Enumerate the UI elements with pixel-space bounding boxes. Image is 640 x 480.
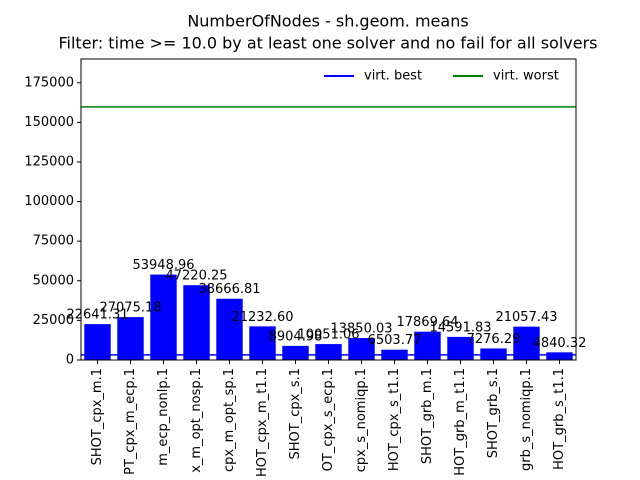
value-label: 13850.03 xyxy=(330,322,392,337)
y-tick-label: 50000 xyxy=(33,273,74,288)
y-tick-label: 175000 xyxy=(24,75,74,90)
bar xyxy=(315,344,342,360)
bar xyxy=(84,324,111,360)
legend-label: virt. worst xyxy=(493,69,559,84)
x-tick-label: SHOT_cpx_m.1 xyxy=(90,368,105,465)
legend-label: virt. best xyxy=(364,69,422,84)
chart-title: NumberOfNodes - sh.geom. means xyxy=(187,12,468,31)
value-label: 47220.25 xyxy=(165,269,227,284)
x-tick-label: grb_s_nomiqp.1 xyxy=(519,368,534,471)
value-label: 6503.77 xyxy=(368,333,422,348)
value-label: 10051.06 xyxy=(297,328,359,343)
value-label: 8904.98 xyxy=(269,329,323,344)
x-tick-label: HOT_grb_m_t1.1 xyxy=(453,368,468,476)
x-tick-label: PT_cpx_m_ecp.1 xyxy=(123,368,138,475)
chart-subtitle: Filter: time >= 10.0 by at least one sol… xyxy=(58,34,597,53)
y-tick-label: 125000 xyxy=(24,154,74,169)
y-tick-label: 150000 xyxy=(24,115,74,130)
value-label: 14591.83 xyxy=(429,320,491,335)
x-tick-label: SHOT_cpx_s.1 xyxy=(288,368,303,459)
bar xyxy=(282,345,309,360)
x-tick-label: HOT_cpx_m_t1.1 xyxy=(255,368,270,477)
bar xyxy=(216,298,243,360)
value-label: 17869.64 xyxy=(396,315,458,330)
y-tick-label: 100000 xyxy=(24,194,74,209)
value-label: 53948.96 xyxy=(132,258,194,273)
value-label: 38666.81 xyxy=(198,282,260,297)
x-tick-label: OT_cpx_s_ecp.1 xyxy=(321,368,336,471)
value-label: 22641.31 xyxy=(66,308,128,323)
x-tick-label: SHOT_grb_m.1 xyxy=(420,368,435,464)
x-tick-label: HOT_cpx_s_t1.1 xyxy=(387,368,402,471)
x-tick-label: x_m_opt_nosp.1 xyxy=(189,368,204,473)
bar xyxy=(117,317,144,360)
x-tick-label: cpx_m_opt_sp.1 xyxy=(222,368,237,472)
y-tick-label: 0 xyxy=(66,353,74,368)
x-tick-label: m_ecp_nonlp.1 xyxy=(156,368,171,466)
x-tick-label: SHOT_grb_s.1 xyxy=(486,368,501,458)
value-label: 4840.32 xyxy=(533,336,587,351)
y-tick-label: 75000 xyxy=(33,234,74,249)
bar xyxy=(546,352,573,360)
bar xyxy=(183,285,210,360)
value-label: 21057.43 xyxy=(495,310,557,325)
value-label: 21232.60 xyxy=(231,310,293,325)
y-tick-label: 25000 xyxy=(33,313,74,328)
value-label: 27075.18 xyxy=(99,301,161,316)
plot-frame xyxy=(80,58,577,361)
bar xyxy=(150,274,177,360)
x-tick-label: cpx_s_nomiqp.1 xyxy=(354,368,369,472)
value-label: 7276.29 xyxy=(467,332,521,347)
x-tick-label: HOT_grb_s_t1.1 xyxy=(552,368,567,470)
